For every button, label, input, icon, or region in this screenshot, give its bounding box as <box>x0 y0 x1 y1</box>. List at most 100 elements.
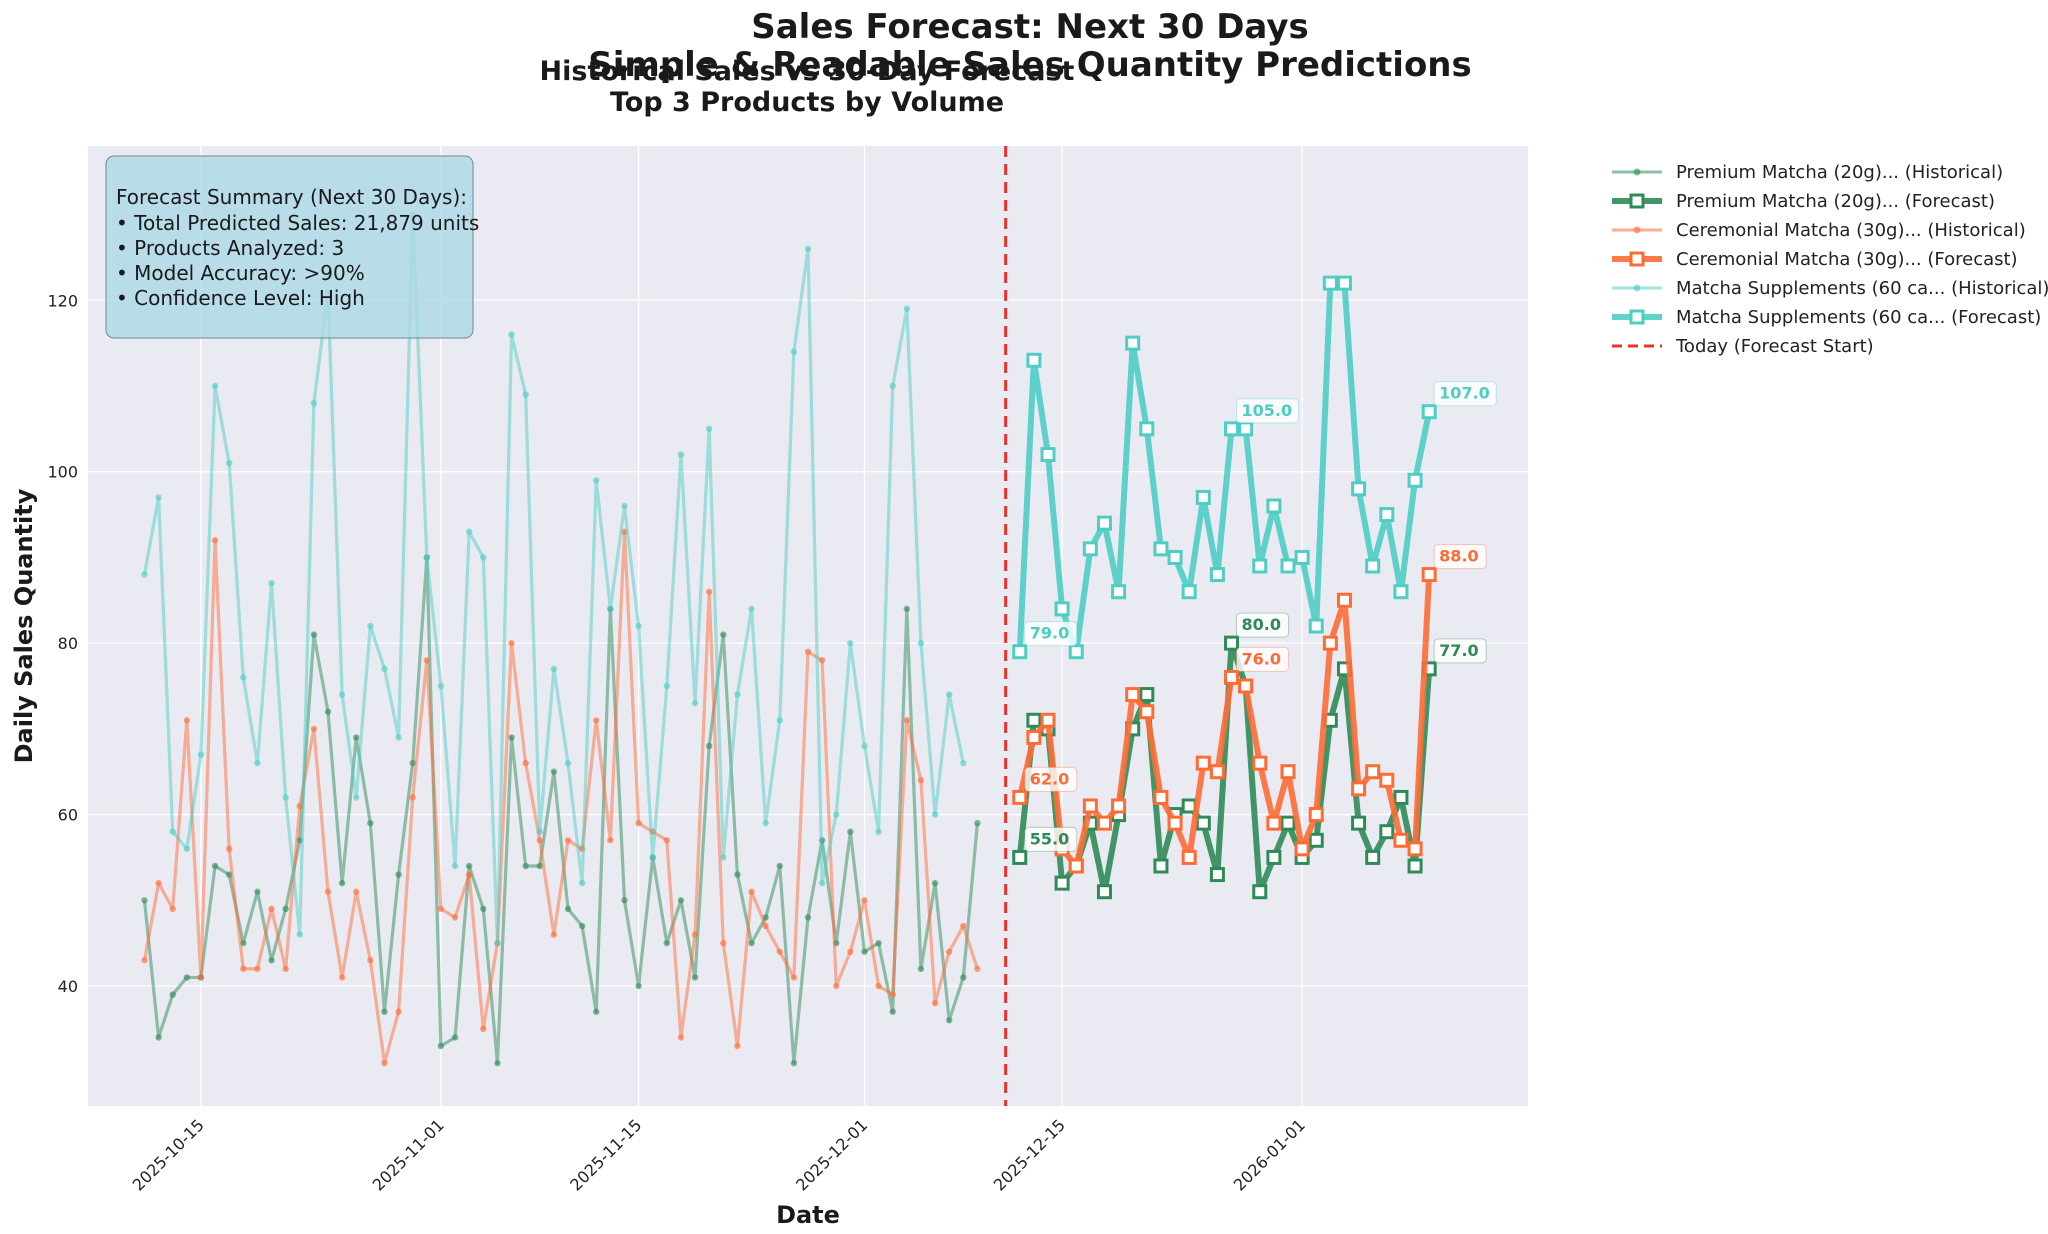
ceremonial-forecast-point <box>1012 789 1028 805</box>
ceremonial-historical-point <box>677 1034 685 1041</box>
ceremonial-historical-point <box>409 794 416 801</box>
supplements-forecast-point <box>1238 421 1254 437</box>
supplements-forecast-point <box>1252 558 1268 574</box>
legend-entry: Ceremonial Matcha (30g)... (Forecast) <box>1612 249 2018 270</box>
supplements-forecast-point <box>1153 541 1169 557</box>
legend-entry: Ceremonial Matcha (30g)... (Historical) <box>1612 220 2026 241</box>
supplements-forecast-point <box>1365 558 1381 574</box>
legend-entry: Premium Matcha (20g)... (Forecast) <box>1612 191 1995 212</box>
summary-line: • Total Predicted Sales: 21,879 units <box>116 211 479 235</box>
supplements-historical-point <box>169 828 176 835</box>
supplements-historical-point <box>691 699 699 707</box>
ceremonial-historical-point <box>974 965 981 973</box>
ceremonial-historical-point <box>847 948 854 955</box>
legend-entry: Premium Matcha (20g)... (Historical) <box>1612 162 2003 183</box>
ceremonial-historical-point <box>240 965 247 973</box>
supplements-forecast-point <box>1322 275 1338 291</box>
supplements-historical-point <box>564 759 572 767</box>
annotation-label: 77.0 <box>1439 641 1478 660</box>
ceremonial-forecast-point <box>1181 849 1197 865</box>
premium-historical-point <box>494 1059 501 1067</box>
annotation-box <box>1024 621 1078 647</box>
premium-historical-point <box>169 991 176 998</box>
annotation-label: 80.0 <box>1242 615 1281 634</box>
premium-historical-point <box>536 862 543 870</box>
supplements-historical-point <box>804 245 812 253</box>
supplements-forecast-point <box>1209 567 1225 583</box>
ceremonial-historical-point <box>141 957 148 964</box>
premium-historical-point <box>141 897 148 904</box>
premium-historical-point <box>155 1034 162 1041</box>
premium-historical-point <box>367 819 374 827</box>
premium-historical-point <box>945 1017 953 1024</box>
premium-historical-point <box>409 759 416 767</box>
supplements-historical-point <box>353 794 360 801</box>
supplements-forecast-point <box>1096 515 1112 531</box>
ceremonial-forecast-point <box>1322 635 1338 651</box>
ceremonial-forecast-point <box>1238 678 1254 694</box>
annotation-label: 79.0 <box>1030 624 1069 643</box>
legend-marker-supplements-forecast <box>1629 309 1645 325</box>
premium-historical-point <box>451 1034 459 1041</box>
premium-historical-point <box>465 862 473 870</box>
y-tick-labels: 40 60 80 100 120 <box>47 291 78 996</box>
ceremonial-historical-point <box>310 725 318 733</box>
legend-label: Matcha Supplements (60 ca... (Forecast) <box>1676 307 2041 328</box>
suptitle-line2: Simple & Readable Sales Quantity Predict… <box>588 45 1472 85</box>
ceremonial-historical-point <box>734 1042 741 1050</box>
annotation-box <box>1024 766 1078 792</box>
legend-label: Matcha Supplements (60 ca... (Historical… <box>1676 278 2048 299</box>
premium-historical-point <box>437 1042 445 1050</box>
ceremonial-forecast-point <box>1266 815 1282 831</box>
supplements-historical-point <box>734 691 741 698</box>
ceremonial-historical-point <box>395 1008 402 1015</box>
x-tick-label: 2025-12-01 <box>792 1115 871 1194</box>
y-tick-label: 60 <box>58 806 78 825</box>
premium-forecast-point <box>1153 858 1169 874</box>
ceremonial-historical-point <box>776 948 783 955</box>
ceremonial-forecast-point <box>1026 729 1042 745</box>
supplements-historical-point <box>776 717 783 724</box>
supplements-forecast-point <box>1308 618 1324 634</box>
supplements-historical-point <box>635 622 642 630</box>
ceremonial-historical-point <box>663 837 671 844</box>
premium-historical-point <box>734 871 741 878</box>
annotation-box <box>1433 638 1487 664</box>
premium-historical-point <box>974 819 981 827</box>
annotation-box <box>1433 544 1487 570</box>
supplements-historical-point <box>465 528 473 535</box>
supplements-forecast-point <box>1040 447 1056 463</box>
premium-forecast-point <box>1252 884 1268 900</box>
supplements-forecast-point <box>1351 481 1367 497</box>
supplements-historical-point <box>310 399 318 407</box>
supplements-historical-point <box>818 879 826 887</box>
summary-title: Forecast Summary (Next 30 Days): <box>116 185 467 209</box>
ceremonial-forecast-point <box>1111 798 1127 814</box>
supplements-historical-point <box>367 622 374 630</box>
supplements-historical-point <box>762 819 769 827</box>
supplements-historical-point <box>748 605 755 613</box>
ceremonial-forecast-point <box>1379 772 1395 788</box>
ceremonial-forecast-point <box>1209 764 1225 780</box>
supplements-historical-point <box>536 828 543 835</box>
ceremonial-historical-point <box>903 717 911 724</box>
ceremonial-historical-point <box>211 537 219 544</box>
supplements-historical-point <box>155 494 162 501</box>
premium-historical-point <box>381 1008 388 1015</box>
supplements-historical-point <box>508 331 515 338</box>
legend-label: Premium Matcha (20g)... (Forecast) <box>1676 191 1995 212</box>
premium-forecast-point <box>1266 849 1282 865</box>
ceremonial-forecast-point <box>1153 789 1169 805</box>
summary-line: • Model Accuracy: >90% <box>116 261 365 285</box>
supplements-historical-point <box>437 682 445 690</box>
ceremonial-historical-point <box>324 888 332 895</box>
premium-historical-point <box>621 897 628 904</box>
ceremonial-historical-point <box>423 657 431 664</box>
premium-historical-point <box>804 914 812 921</box>
ceremonial-historical-point <box>889 991 896 998</box>
supplements-historical-point <box>621 502 628 510</box>
premium-historical-point <box>931 879 939 887</box>
legend-marker-ceremonial-historical <box>1633 226 1641 234</box>
supplements-historical-point <box>649 854 656 861</box>
